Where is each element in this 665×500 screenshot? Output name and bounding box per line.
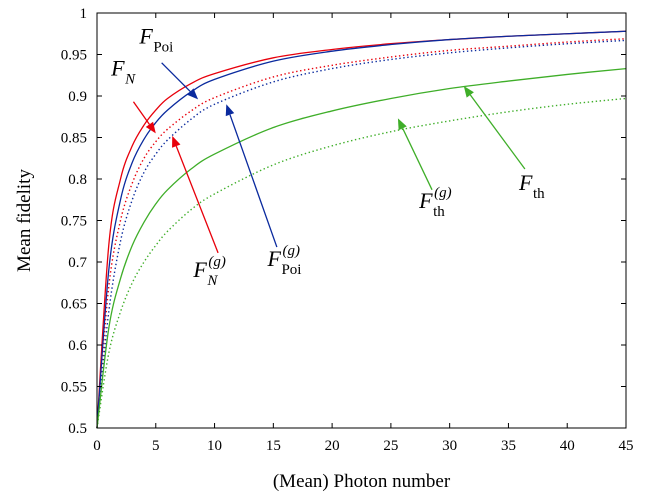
x-tick-label: 25 [383,438,398,454]
y-tick-label: 0.6 [68,338,87,354]
annotation-arrow-head [397,118,407,131]
annotation-subscript: N [206,273,218,289]
annotation-arrow-line [132,101,150,125]
annotation-arrow-line [161,62,191,92]
plot-lines [96,30,627,429]
annotation-symbol: F [110,55,125,80]
annotation-subscript: N [124,71,136,87]
x-tick-label: 40 [560,438,575,454]
series-line-f-n-g [96,38,627,429]
series-line-f-poi-g [96,39,627,429]
y-tick-label: 1 [80,6,88,22]
annotation-arrow-line [229,114,278,248]
x-axis-label: (Mean) Photon number [273,471,451,492]
annotation-symbol: F [518,170,533,195]
annotation-arrow-head [225,104,235,117]
x-tick-label: 20 [325,438,340,454]
x-tick-label: 10 [207,438,222,454]
annotation-symbol: F [418,188,433,213]
annotation-subscript: Poi [281,262,301,278]
annotation-arrow-line [469,94,526,170]
x-tick-label: 15 [266,438,281,454]
annotation-arrow-line [175,145,219,254]
annotation-symbol: F [192,257,207,282]
y-tick-label: 0.95 [61,48,87,64]
ann-f-poi: F Poi [138,24,199,100]
annotation-subscript: Poi [153,40,173,56]
y-tick-label: 0.65 [61,297,87,313]
annotation-arrow-head [145,121,156,134]
y-tick-label: 0.85 [61,131,87,147]
annotation-superscript: (g) [434,185,452,201]
y-tick-label: 0.55 [61,380,87,396]
ann-f-n-g: F N (g) [172,135,226,289]
x-tick-label: 35 [501,438,516,454]
annotation-arrow-head [172,135,181,148]
y-axis-ticks: 0.5 0.55 0.6 0.65 0.7 0.75 0.8 0.85 0.9 0.95 1 [61,6,626,437]
series-line-f-th [96,67,627,429]
annotation-subscript: th [533,186,545,202]
y-axis-label: Mean fidelity [14,169,35,272]
ann-f-poi-g: F Poi (g) [225,104,301,278]
y-tick-label: 0.7 [68,255,87,271]
y-tick-label: 0.9 [68,89,87,105]
x-tick-label: 45 [619,438,634,454]
annotation-arrow-head [463,86,474,98]
annotation-superscript: (g) [208,254,226,270]
x-tick-label: 30 [442,438,457,454]
y-tick-label: 0.8 [68,172,87,188]
series-line-f-th-g [96,97,627,429]
x-tick-label: 0 [93,438,101,454]
annotation-subscript: th [433,204,445,220]
x-tick-label: 5 [152,438,160,454]
y-tick-label: 0.5 [68,421,87,437]
x-axis-ticks: 0 5 10 15 20 25 30 35 40 45 [93,13,634,454]
annotation-symbol: F [266,246,281,271]
annotation-superscript: (g) [282,243,300,259]
annotation-arrow-line [402,128,433,191]
annotation-symbol: F [138,24,153,49]
y-tick-label: 0.75 [61,214,87,230]
annotation-arrow-head [187,88,199,100]
